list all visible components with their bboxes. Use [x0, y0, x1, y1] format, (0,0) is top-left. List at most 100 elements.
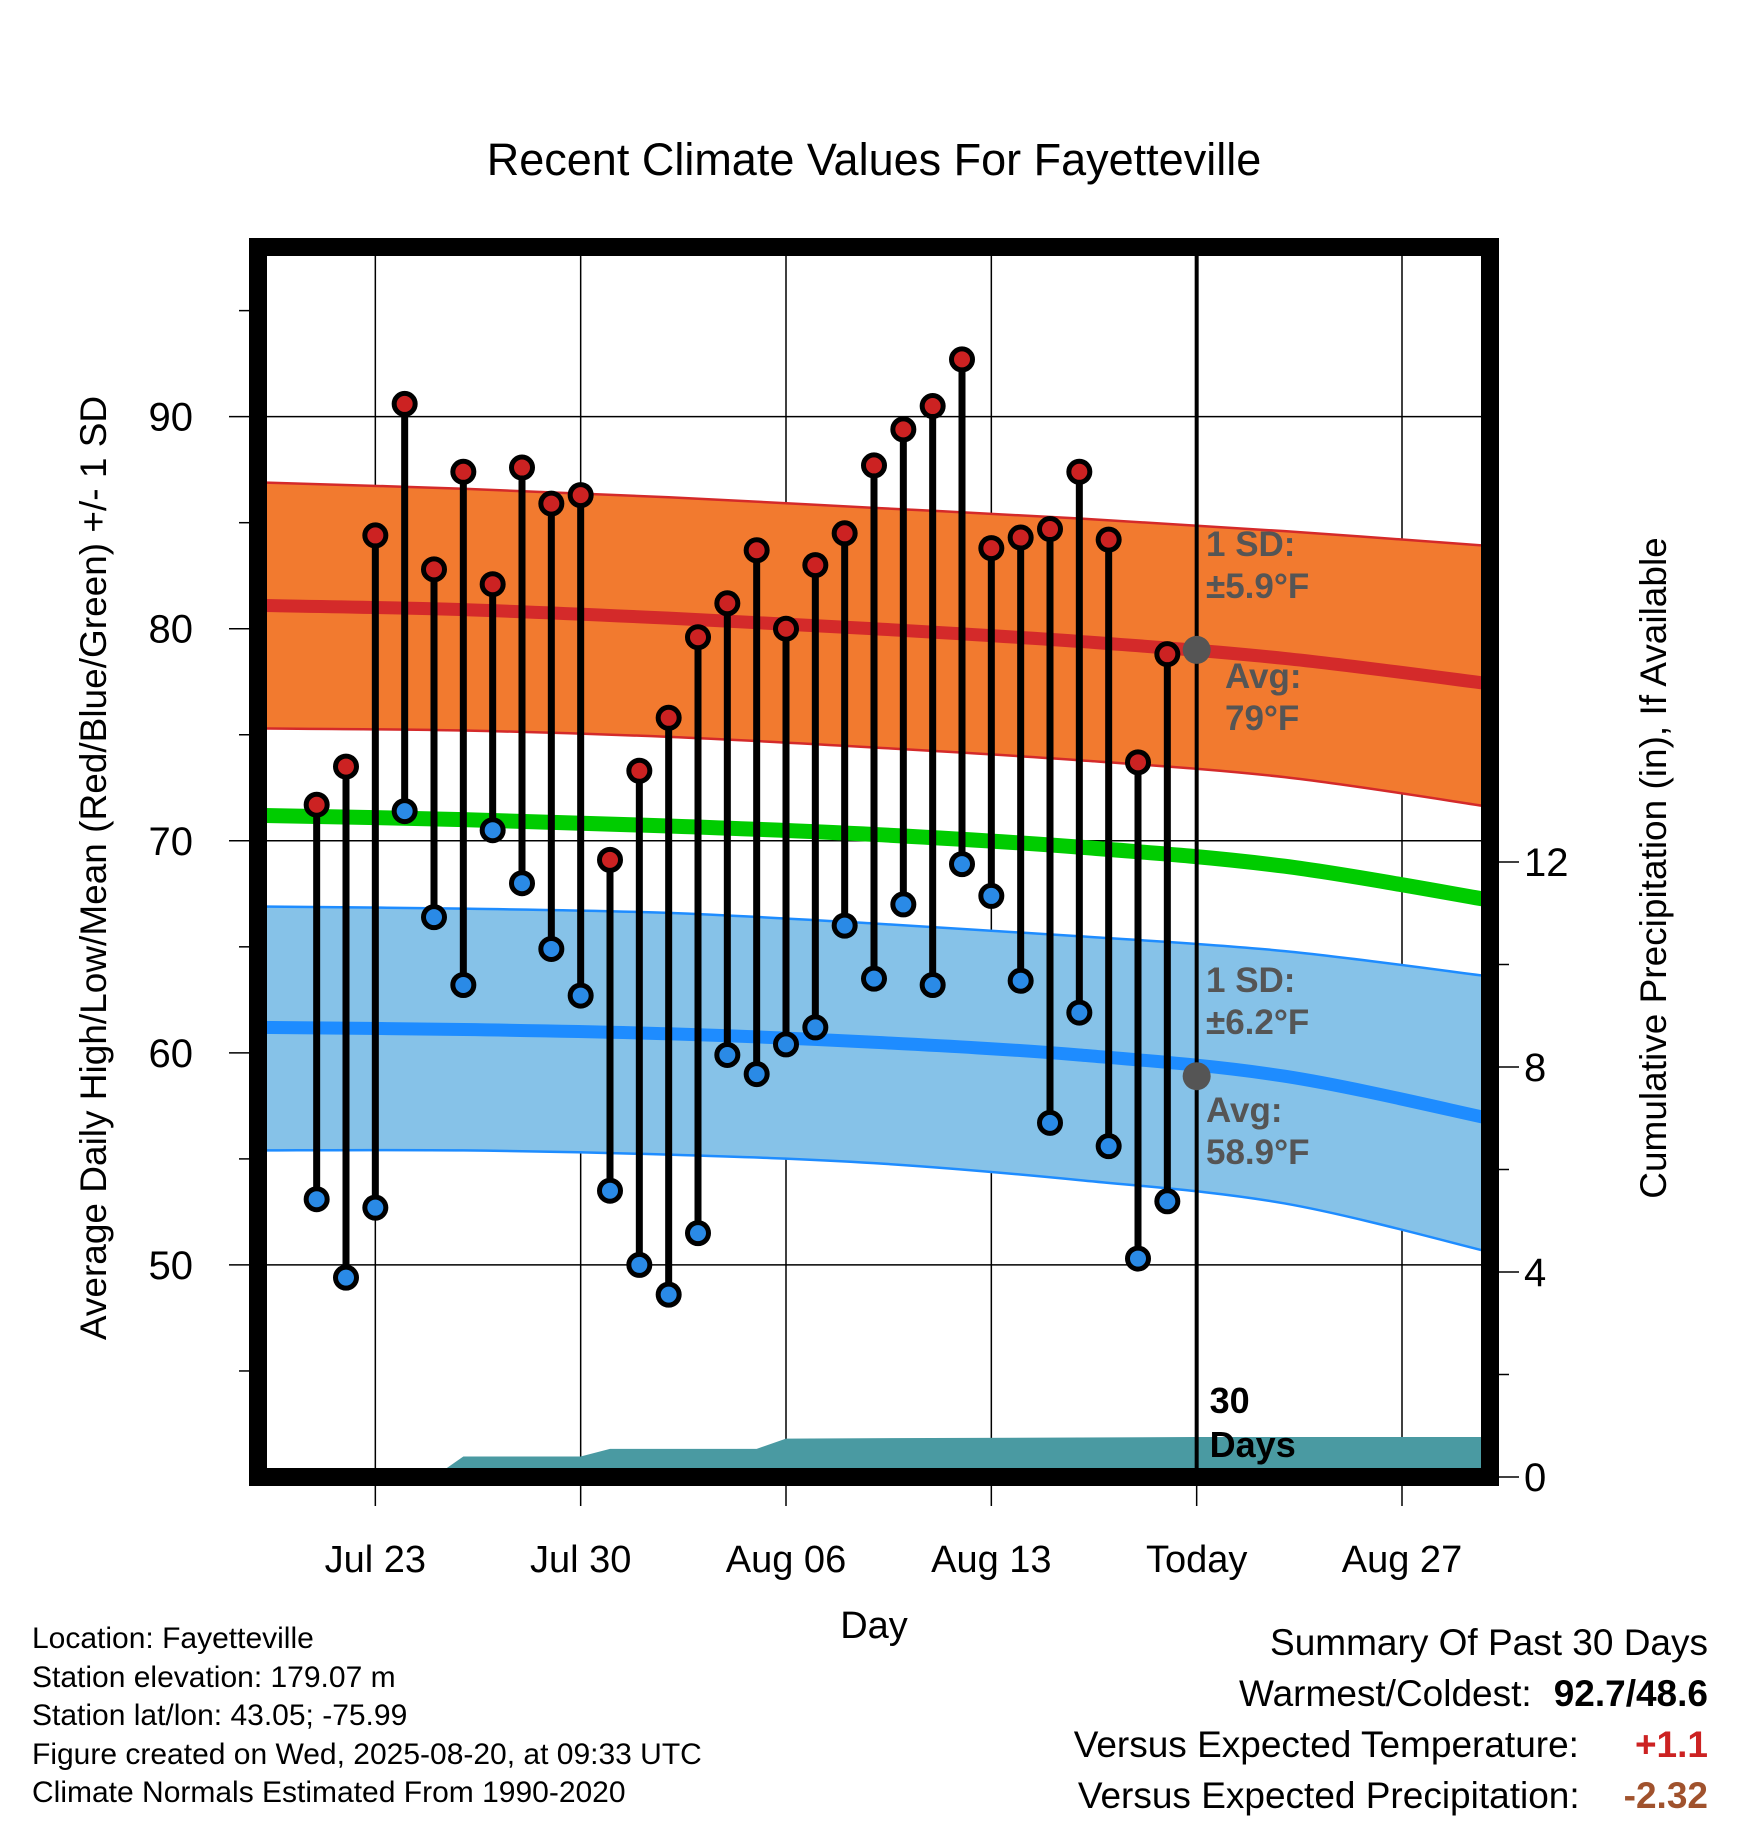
y-axis-label: Average Daily High/Low/Mean (Red/Blue/Gr…	[73, 396, 114, 1340]
y2-tick-label: 4	[1524, 1251, 1546, 1295]
daily-high-point	[919, 393, 946, 420]
daily-low-point	[421, 904, 447, 931]
band-annotation: Avg: 58.9°F	[1206, 1091, 1310, 1172]
daily-low-point	[597, 1177, 623, 1204]
daily-high-point	[685, 624, 711, 651]
x-axis-label: Day	[840, 1605, 908, 1647]
daily-low-point	[861, 965, 887, 992]
daily-low-point	[655, 1281, 682, 1308]
x-tick-label: Today	[1146, 1539, 1247, 1581]
temp-departure-value: +1.1	[1634, 1724, 1708, 1765]
station-info: Location: Fayetteville Station elevation…	[32, 1620, 702, 1813]
daily-low-point	[303, 1186, 330, 1213]
temp-departure-label: Versus Expected Temperature:	[1073, 1724, 1579, 1765]
today-label: 30 Days	[1210, 1380, 1296, 1465]
low-sd-band	[258, 906, 1490, 1253]
daily-high-point	[890, 416, 917, 443]
daily-low-point	[919, 972, 946, 998]
daily-high-point	[421, 556, 447, 583]
summary-panel: Summary Of Past 30 Days Warmest/Coldest:…	[1074, 1617, 1708, 1821]
daily-low-point	[773, 1031, 799, 1058]
daily-high-point	[479, 571, 506, 598]
daily-low-point	[509, 870, 535, 897]
daily-low-point	[479, 817, 506, 844]
y-tick-label: 50	[149, 1244, 194, 1288]
y-tick-label: 70	[149, 820, 194, 864]
warm-cold-row: Warmest/Coldest: 92.7/48.6	[1074, 1668, 1708, 1719]
low-sd-band-lower-edge	[258, 1148, 1490, 1254]
daily-high-point	[450, 458, 477, 485]
elevation-text: Station elevation: 179.07 m	[32, 1660, 396, 1694]
daily-high-point	[626, 757, 653, 784]
band-annotation: 1 SD: ±6.2°F	[1206, 961, 1309, 1042]
daily-low-point	[890, 891, 917, 918]
daily-low-point	[333, 1264, 359, 1291]
daily-low-point	[1007, 967, 1034, 994]
normals-text: Climate Normals Estimated From 1990-2020	[32, 1776, 626, 1809]
today-high-normal-marker	[1182, 635, 1211, 664]
y2-tick-label: 8	[1524, 1046, 1546, 1090]
daily-high-point	[1154, 641, 1181, 668]
daily-high-point	[773, 615, 799, 642]
daily-low-point	[391, 798, 418, 825]
daily-low-point	[1095, 1133, 1122, 1160]
daily-low-point	[1037, 1109, 1063, 1136]
daily-low-point	[450, 972, 477, 998]
x-tick-label: Aug 06	[726, 1539, 846, 1581]
daily-low-point	[685, 1220, 711, 1247]
plot-area: 1 SD: ±5.9°F Avg: 79°F 1 SD: ±6.2°F Avg: 58.9°F…	[258, 247, 1490, 1477]
daily-high-point	[861, 452, 887, 479]
y2-axis-label: Cumulative Precipitation (in), If Availa…	[1633, 537, 1674, 1199]
daily-high-point	[538, 490, 565, 517]
daily-high-point	[949, 346, 975, 373]
daily-high-point	[714, 590, 741, 617]
summary-heading: Summary Of Past 30 Days	[1270, 1622, 1708, 1663]
daily-low-point	[1066, 999, 1093, 1026]
latlon-text: Station lat/lon: 43.05; -75.99	[32, 1699, 408, 1732]
daily-low-point	[362, 1194, 389, 1221]
precip-departure-row: Versus Expected Precipitation: -2.32	[1074, 1770, 1708, 1821]
precip-departure-value: -2.32	[1623, 1775, 1708, 1816]
daily-low-point	[626, 1251, 653, 1278]
daily-high-point	[1066, 458, 1093, 485]
daily-low-point	[714, 1041, 741, 1068]
created-text: Figure created on Wed, 2025-08-20, at 09…	[32, 1737, 702, 1771]
band-annotation: Avg: 79°F	[1225, 657, 1301, 738]
daily-high-point	[333, 753, 359, 780]
daily-low-point	[567, 982, 594, 1009]
warm-cold-value: 92.7/48.6	[1553, 1673, 1708, 1714]
y2-tick-label: 12	[1524, 841, 1569, 885]
daily-high-point	[831, 520, 858, 547]
x-tick-label: Aug 27	[1342, 1539, 1462, 1581]
daily-high-point	[655, 704, 682, 731]
chart-title: Recent Climate Values For Fayetteville	[487, 134, 1261, 185]
daily-high-point	[1007, 524, 1034, 551]
y-tick-label: 90	[149, 396, 194, 440]
daily-high-point	[362, 522, 389, 549]
daily-high-point	[1037, 516, 1063, 543]
daily-high-point	[743, 537, 770, 564]
daily-high-point	[303, 791, 330, 818]
x-tick-label: Jul 23	[325, 1539, 426, 1581]
daily-low-point	[1154, 1188, 1181, 1215]
precip-departure-label: Versus Expected Precipitation:	[1077, 1775, 1580, 1816]
daily-low-point	[949, 851, 975, 878]
temp-departure-row: Versus Expected Temperature: +1.1	[1074, 1719, 1708, 1770]
x-tick-label: Jul 30	[530, 1539, 631, 1581]
band-annotation: 1 SD: ±5.9°F	[1206, 525, 1309, 606]
y2-tick-label: 0	[1524, 1456, 1546, 1500]
daily-low-point	[538, 935, 565, 962]
daily-high-point	[1125, 749, 1151, 776]
y-tick-label: 60	[149, 1032, 194, 1076]
location-text: Location: Fayetteville	[32, 1622, 314, 1655]
today-low-normal-marker	[1182, 1062, 1211, 1091]
daily-low-point	[1125, 1245, 1151, 1272]
y-tick-label: 80	[149, 608, 194, 652]
daily-low-point	[743, 1061, 770, 1088]
x-tick-label: Aug 13	[931, 1539, 1051, 1581]
daily-high-point	[802, 552, 829, 579]
daily-low-point	[802, 1014, 829, 1041]
daily-high-point	[978, 535, 1005, 562]
warm-cold-label: Warmest/Coldest:	[1239, 1673, 1532, 1714]
